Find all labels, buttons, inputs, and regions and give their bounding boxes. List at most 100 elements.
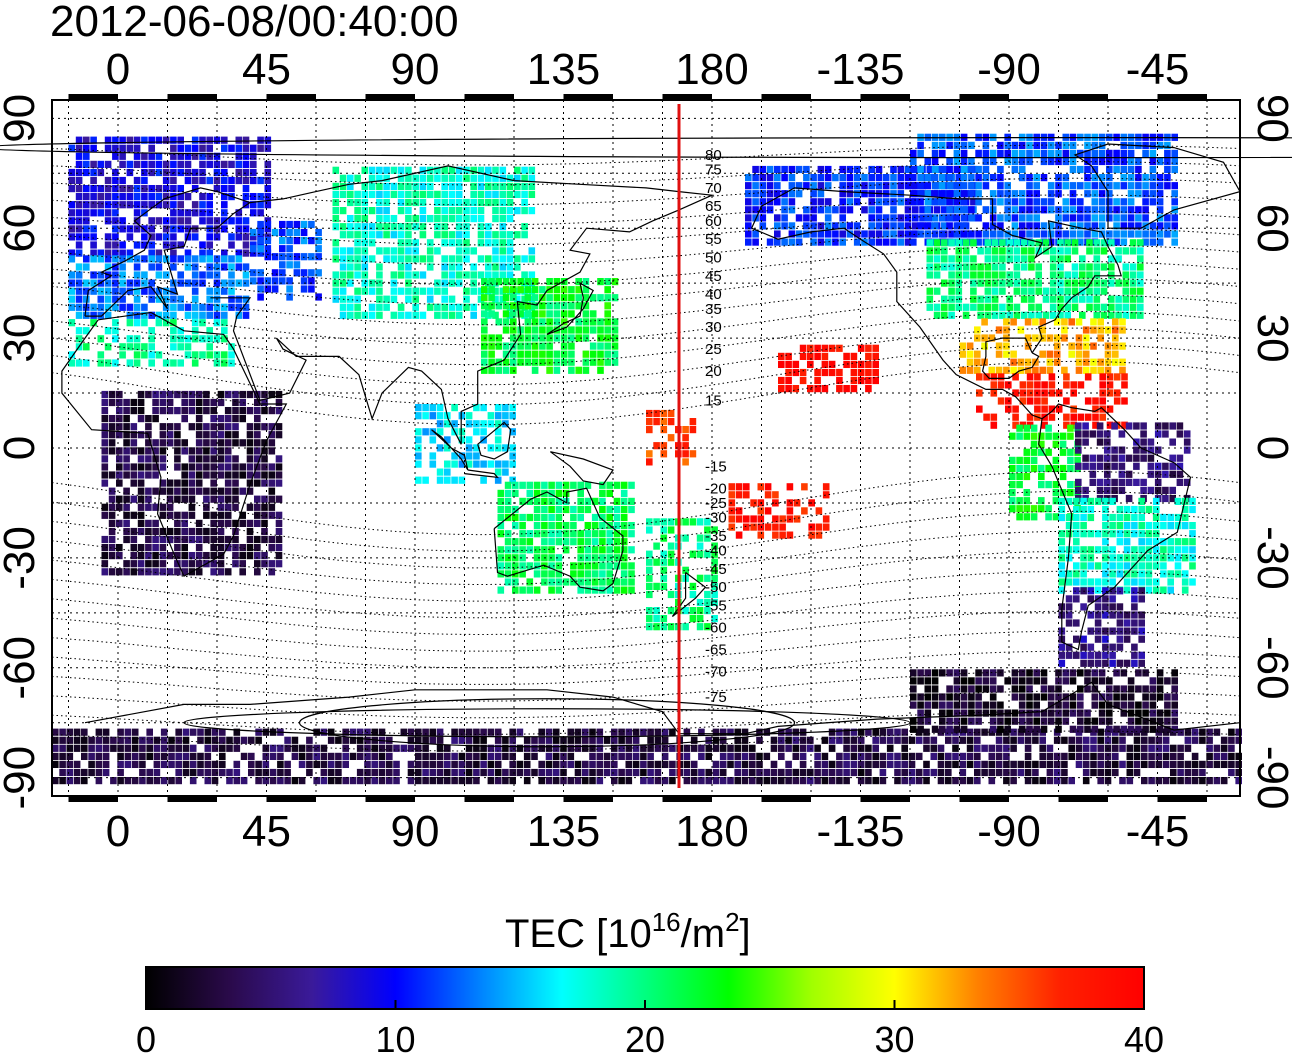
tec-cell: [206, 144, 213, 152]
tec-cell: [1228, 752, 1235, 760]
tec-cell: [604, 334, 611, 342]
tec-cell: [538, 744, 545, 752]
tec-cell: [682, 450, 689, 458]
tec-cell: [1069, 693, 1077, 701]
tec-cell: [661, 760, 669, 768]
tec-cell: [465, 728, 473, 736]
tec-cell: [203, 447, 210, 455]
tec-cell: [1106, 182, 1113, 190]
tec-cell: [261, 503, 268, 511]
tec-cell: [1104, 470, 1111, 478]
tec-cell: [1024, 768, 1032, 777]
tec-cell: [378, 777, 386, 785]
tec-cell: [788, 238, 796, 246]
tec-cell: [785, 368, 792, 377]
tec-cell: [197, 728, 204, 736]
tec-cell: [970, 303, 977, 311]
tec-cell: [141, 303, 148, 311]
tec-cell: [989, 222, 997, 230]
tec-cell: [937, 777, 945, 785]
tec-cell: [1138, 619, 1145, 627]
tec-cell: [570, 530, 577, 538]
tec-cell: [170, 160, 177, 168]
tec-cell: [999, 311, 1006, 319]
tec-cell: [924, 214, 932, 222]
tec-cell: [104, 263, 112, 271]
tec-cell: [419, 231, 427, 239]
tec-cell: [444, 420, 451, 428]
tec-cell: [937, 768, 945, 777]
tec-cell: [426, 239, 434, 247]
tec-cell: [875, 206, 883, 214]
tec-cell: [1059, 472, 1067, 481]
tec-cell: [262, 744, 270, 752]
tec-cell: [1013, 263, 1021, 271]
tec-cell: [191, 152, 199, 160]
tec-cell: [221, 303, 228, 311]
tec-cell: [606, 554, 613, 562]
tec-cell: [75, 201, 83, 209]
tec-cell: [210, 407, 217, 415]
tec-cell: [882, 238, 890, 246]
tec-cell: [206, 136, 213, 144]
tec-cell: [1071, 239, 1079, 247]
tec-cell: [279, 277, 286, 285]
tec-cell: [1102, 603, 1109, 611]
tec-cell: [596, 777, 604, 785]
tec-cell: [778, 385, 785, 393]
tec-cell: [712, 768, 720, 777]
tec-cell: [1010, 728, 1017, 736]
tec-cell: [1127, 206, 1135, 214]
tec-cell: [1137, 247, 1144, 255]
tec-cell: [436, 476, 444, 484]
tec-cell: [139, 760, 146, 768]
tec-cell: [1108, 255, 1115, 263]
tec-cell: [130, 407, 138, 415]
tec-cell: [429, 452, 437, 460]
tec-cell: [975, 214, 982, 222]
tec-cell: [946, 685, 953, 693]
tec-cell: [239, 560, 246, 568]
tec-cell: [1093, 247, 1101, 255]
tec-cell: [255, 760, 262, 768]
tec-cell: [1116, 554, 1124, 562]
tec-cell: [910, 717, 917, 725]
tec-cell: [397, 190, 405, 198]
tec-cell: [81, 752, 88, 760]
tec-cell: [170, 185, 177, 193]
tec-cell: [1183, 478, 1191, 486]
tec-cell: [1097, 728, 1104, 736]
tec-cell: [953, 230, 961, 238]
tec-cell: [584, 538, 592, 546]
tec-cell: [514, 182, 521, 190]
tec-cell: [434, 166, 441, 174]
tec-cell: [1073, 505, 1080, 514]
tec-cell: [123, 423, 130, 431]
tec-cell: [640, 768, 647, 777]
tec-cell: [1026, 174, 1033, 182]
tec-cell: [224, 535, 232, 544]
tec-cell: [246, 390, 254, 399]
tec-cell: [152, 415, 159, 423]
tec-cell: [1018, 190, 1026, 198]
tec-cell: [974, 744, 981, 752]
tec-cell: [148, 249, 155, 257]
tec-cell: [1009, 481, 1016, 489]
tec-cell: [989, 198, 997, 206]
tec-cell: [1033, 198, 1040, 206]
tec-cell: [52, 744, 59, 752]
tec-cell: [141, 176, 148, 185]
tec-cell: [1106, 717, 1113, 725]
tec-cell: [1135, 222, 1142, 230]
tec-cell: [606, 578, 613, 586]
tec-cell: [1018, 198, 1026, 206]
tec-cell: [1077, 381, 1085, 389]
tec-cell: [1100, 239, 1108, 247]
tec-cell: [946, 693, 953, 701]
tec-cell: [488, 358, 495, 366]
tec-cell: [904, 198, 912, 206]
tec-cell: [839, 214, 846, 222]
tec-cell: [953, 165, 961, 174]
tec-cell: [1004, 141, 1011, 149]
tec-cell: [660, 442, 668, 450]
